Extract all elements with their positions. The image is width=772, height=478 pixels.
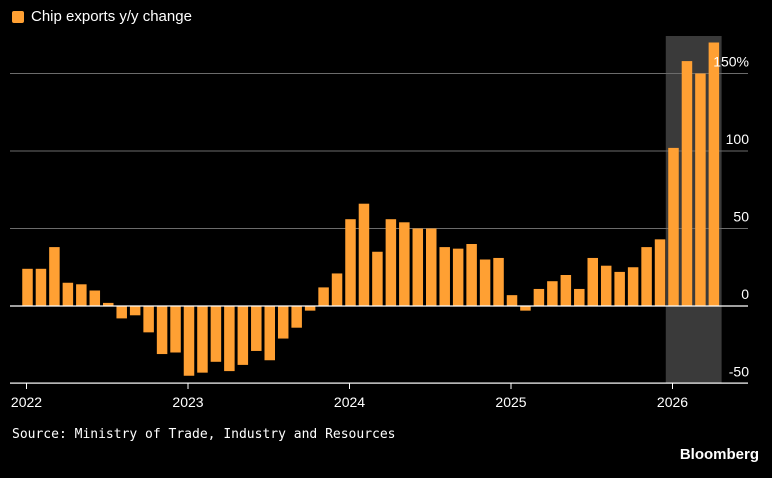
bar [506,295,518,306]
bar [399,222,410,306]
legend-label: Chip exports y/y change [31,8,192,25]
bar [345,219,356,306]
y-tick-label: 0 [741,286,749,302]
bar [600,265,612,306]
bar [291,306,302,328]
bar [116,306,127,319]
bar [493,257,504,306]
bar [183,306,195,376]
x-tick-label: 2026 [657,394,688,410]
bar [22,268,33,306]
bar [412,228,424,306]
bar [143,306,154,333]
bar [439,247,450,306]
bar [385,219,397,306]
legend: Chip exports y/y change [12,8,192,25]
bar [520,306,531,311]
bar [372,251,383,306]
bar [304,306,316,311]
bar [668,147,679,306]
bar [426,228,437,306]
x-tick-label: 2024 [334,394,365,410]
bar [318,287,329,306]
bar [156,306,168,355]
bar [277,306,289,339]
bar [331,273,343,306]
bar [614,271,625,306]
x-tick-label: 2025 [495,394,526,410]
bar [533,288,545,306]
y-tick-labels-group: -50 0 50 100 150% [713,54,749,380]
bar [358,203,370,306]
bar [103,302,114,306]
bar [264,306,275,361]
brand-logo: Bloomberg [679,446,759,463]
bar [170,306,181,353]
bar [89,290,101,306]
bar [654,239,666,306]
y-tick-label: 50 [733,209,749,225]
bar [627,267,639,306]
bar [587,257,598,306]
bar [76,284,87,306]
bar [210,306,222,362]
bar [237,306,249,365]
y-tick-label: 100 [726,131,750,147]
x-tick-label: 2023 [172,394,203,410]
y-tick-label: -50 [729,364,749,380]
bar [35,268,47,306]
gridlines-group [10,73,748,384]
bar [479,259,491,306]
bars-group [22,42,720,376]
bar [452,248,464,306]
bar [708,42,720,306]
bar [224,306,235,372]
x-axis-group: 2022 2023 2024 2025 2026 [10,382,748,410]
bar [466,244,477,306]
bar [547,281,558,306]
bar [49,247,60,306]
bar [560,275,572,306]
bar [574,288,585,306]
bar [62,282,74,306]
bar [641,247,652,306]
bar [695,73,706,306]
bar [197,306,208,373]
y-tick-label: 150% [713,54,749,70]
x-tick-label: 2022 [11,394,42,410]
legend-swatch [12,10,24,23]
bar [251,306,262,351]
bar [129,306,141,316]
bar [681,61,693,306]
source-note: Source: Ministry of Trade, Industry and … [12,427,396,442]
